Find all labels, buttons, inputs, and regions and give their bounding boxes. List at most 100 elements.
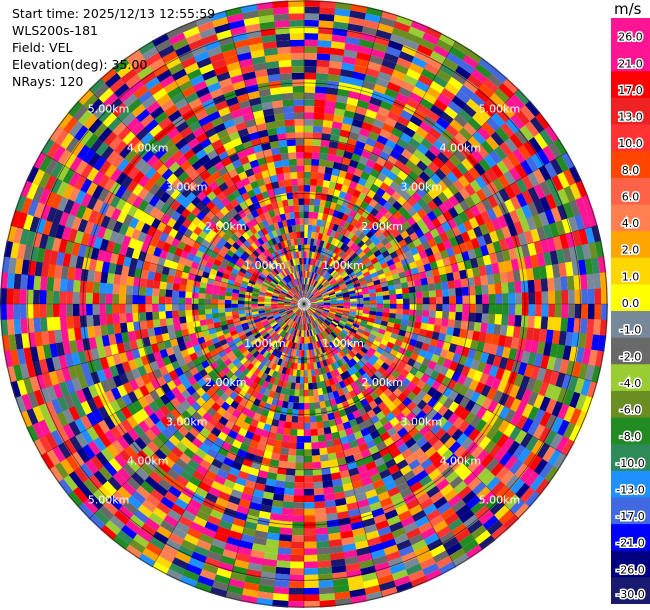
range-gate — [305, 310, 307, 318]
range-gate — [185, 297, 192, 304]
range-gate — [344, 325, 352, 331]
range-gate — [99, 303, 107, 315]
range-gate — [452, 416, 465, 430]
range-gate — [433, 44, 450, 59]
range-gate — [303, 495, 315, 503]
range-gate — [336, 297, 344, 301]
range-gate — [408, 286, 416, 294]
range-gate — [429, 491, 444, 504]
range-gate — [439, 273, 448, 283]
range-gate — [312, 211, 319, 220]
range-gate — [421, 357, 431, 368]
range-gate — [444, 264, 453, 275]
range-gate — [420, 527, 437, 540]
range-gate — [314, 99, 326, 107]
range-gate — [512, 269, 521, 283]
range-gate — [486, 400, 499, 414]
ray — [308, 67, 508, 300]
range-gate — [291, 375, 297, 383]
range-gate — [394, 260, 403, 269]
range-gate — [396, 138, 409, 150]
range-gate — [356, 360, 365, 368]
range-gate — [452, 553, 470, 568]
range-gate — [486, 274, 495, 286]
range-gate — [363, 143, 375, 154]
range-gate — [499, 141, 513, 157]
range-gate — [362, 454, 374, 465]
range-gate — [365, 159, 377, 169]
range-gate — [448, 360, 459, 372]
range-gate — [330, 280, 338, 287]
range-gate — [493, 272, 502, 285]
range-gate — [533, 240, 544, 255]
range-gate — [338, 350, 346, 358]
range-gate — [510, 195, 522, 211]
range-gate — [324, 166, 334, 175]
range-gate — [303, 337, 307, 344]
range-gate — [333, 317, 341, 323]
range-gate — [249, 549, 265, 559]
range-gate — [390, 268, 399, 276]
range-gate — [470, 445, 484, 460]
range-gate — [319, 199, 327, 208]
range-gate — [260, 571, 276, 581]
range-gate — [366, 337, 375, 344]
range-gate — [106, 323, 115, 336]
range-gate — [365, 369, 375, 378]
range-gate — [343, 370, 351, 379]
range-gate — [332, 410, 341, 419]
range-gate — [341, 339, 349, 347]
range-gate — [322, 309, 330, 313]
range-gate — [330, 306, 337, 310]
range-gate — [360, 476, 373, 487]
range-gate — [263, 484, 276, 494]
range-gate — [304, 99, 316, 107]
range-gate — [316, 341, 321, 349]
range-gate — [420, 458, 433, 470]
range-gate — [389, 149, 402, 161]
range-gate — [431, 217, 442, 229]
range-gate — [408, 261, 418, 270]
range-gate — [371, 326, 380, 333]
range-gate — [452, 179, 465, 192]
range-gate — [525, 377, 537, 393]
range-gate — [578, 228, 589, 246]
range-gate — [593, 272, 602, 290]
range-gate — [327, 289, 335, 294]
range-gate — [426, 386, 438, 398]
range-gate — [479, 244, 490, 257]
range-gate — [396, 481, 410, 493]
range-gate — [501, 304, 509, 316]
range-gate — [509, 412, 522, 427]
range-gate — [339, 320, 347, 326]
range-gate — [365, 109, 378, 120]
range-gate — [316, 308, 323, 313]
range-gate — [436, 180, 449, 192]
range-gate — [273, 579, 290, 588]
range-gate — [454, 252, 464, 264]
range-gate — [303, 442, 312, 450]
range-gate — [424, 351, 434, 361]
range-gate — [436, 116, 450, 130]
range-gate — [429, 544, 447, 558]
range-gate — [330, 229, 337, 238]
range-gate — [372, 261, 381, 269]
range-gate — [338, 250, 346, 258]
range-gate — [378, 245, 388, 254]
range-gate — [425, 418, 437, 431]
range-gate — [393, 422, 404, 433]
range-gate — [462, 514, 479, 529]
range-gate — [381, 122, 395, 134]
range-gate — [315, 293, 322, 298]
range-gate — [591, 257, 600, 275]
range-gate — [426, 110, 441, 123]
range-gate — [361, 572, 378, 583]
ray — [304, 0, 321, 298]
range-gate — [429, 104, 445, 118]
range-gate — [458, 127, 473, 141]
range-gate — [455, 504, 471, 519]
range-gate — [313, 289, 319, 296]
range-gate — [357, 339, 365, 347]
range-gate — [365, 324, 374, 331]
range-gate — [317, 40, 333, 48]
